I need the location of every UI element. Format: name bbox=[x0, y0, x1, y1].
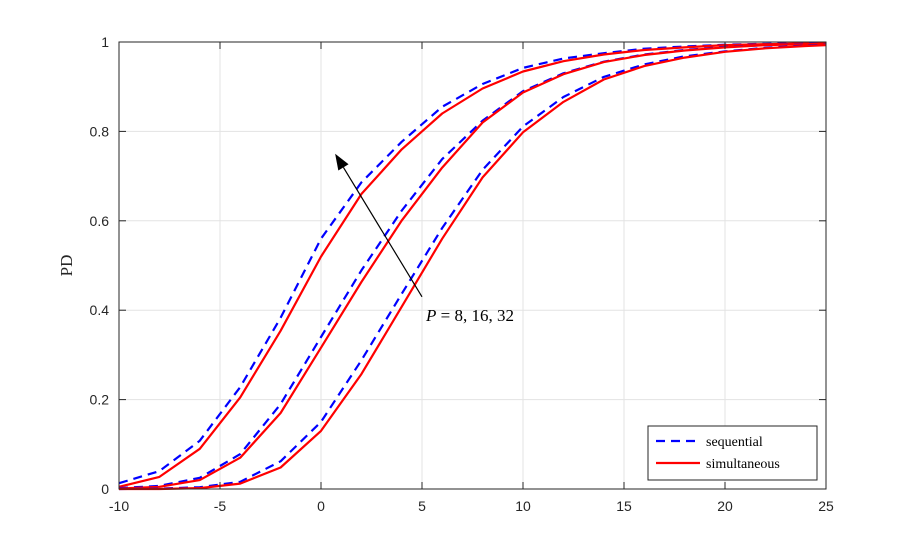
series-line-sequential-P16 bbox=[118, 42, 827, 490]
y-tick-label: 1 bbox=[101, 34, 109, 50]
x-tick-label: 5 bbox=[418, 498, 426, 514]
x-tick-label: 15 bbox=[616, 498, 632, 514]
y-tick-label: 0 bbox=[101, 481, 109, 497]
legend: sequential simultaneous bbox=[647, 425, 818, 481]
annotation: P = 8, 16, 32 bbox=[335, 153, 514, 325]
x-tick-label: 10 bbox=[515, 498, 531, 514]
y-axis-label: PD bbox=[57, 255, 76, 277]
series-line-simultaneous-P32 bbox=[119, 44, 827, 491]
legend-label-sequential: sequential bbox=[706, 435, 763, 450]
y-tick-label: 0.6 bbox=[90, 213, 110, 229]
grid bbox=[119, 42, 826, 489]
annotation-arrow bbox=[342, 167, 423, 298]
series-line-simultaneous-P16 bbox=[118, 42, 827, 490]
axis-ticks: -10 -5 0 5 10 15 20 25 0 0.2 0.4 0.6 0.8 1 bbox=[90, 34, 834, 514]
y-tick-label: 0.8 bbox=[90, 123, 110, 139]
x-tick-label: 0 bbox=[317, 498, 325, 514]
x-tick-label: -10 bbox=[109, 498, 129, 514]
x-tick-label: 20 bbox=[717, 498, 733, 514]
series-line-sequential-P32 bbox=[118, 43, 827, 491]
series-line-simultaneous-P8 bbox=[118, 41, 827, 488]
series-lines bbox=[118, 41, 827, 491]
y-tick-label: 0.4 bbox=[90, 302, 110, 318]
x-tick-label: -5 bbox=[214, 498, 227, 514]
annotation-label: P = 8, 16, 32 bbox=[425, 306, 514, 325]
legend-label-simultaneous: simultaneous bbox=[706, 457, 780, 472]
x-tick-label: 25 bbox=[818, 498, 834, 514]
plot-area-frame bbox=[118, 41, 827, 490]
annotation-arrowhead bbox=[335, 153, 349, 171]
y-tick-label: 0.2 bbox=[90, 392, 110, 408]
legend-box bbox=[647, 425, 818, 481]
